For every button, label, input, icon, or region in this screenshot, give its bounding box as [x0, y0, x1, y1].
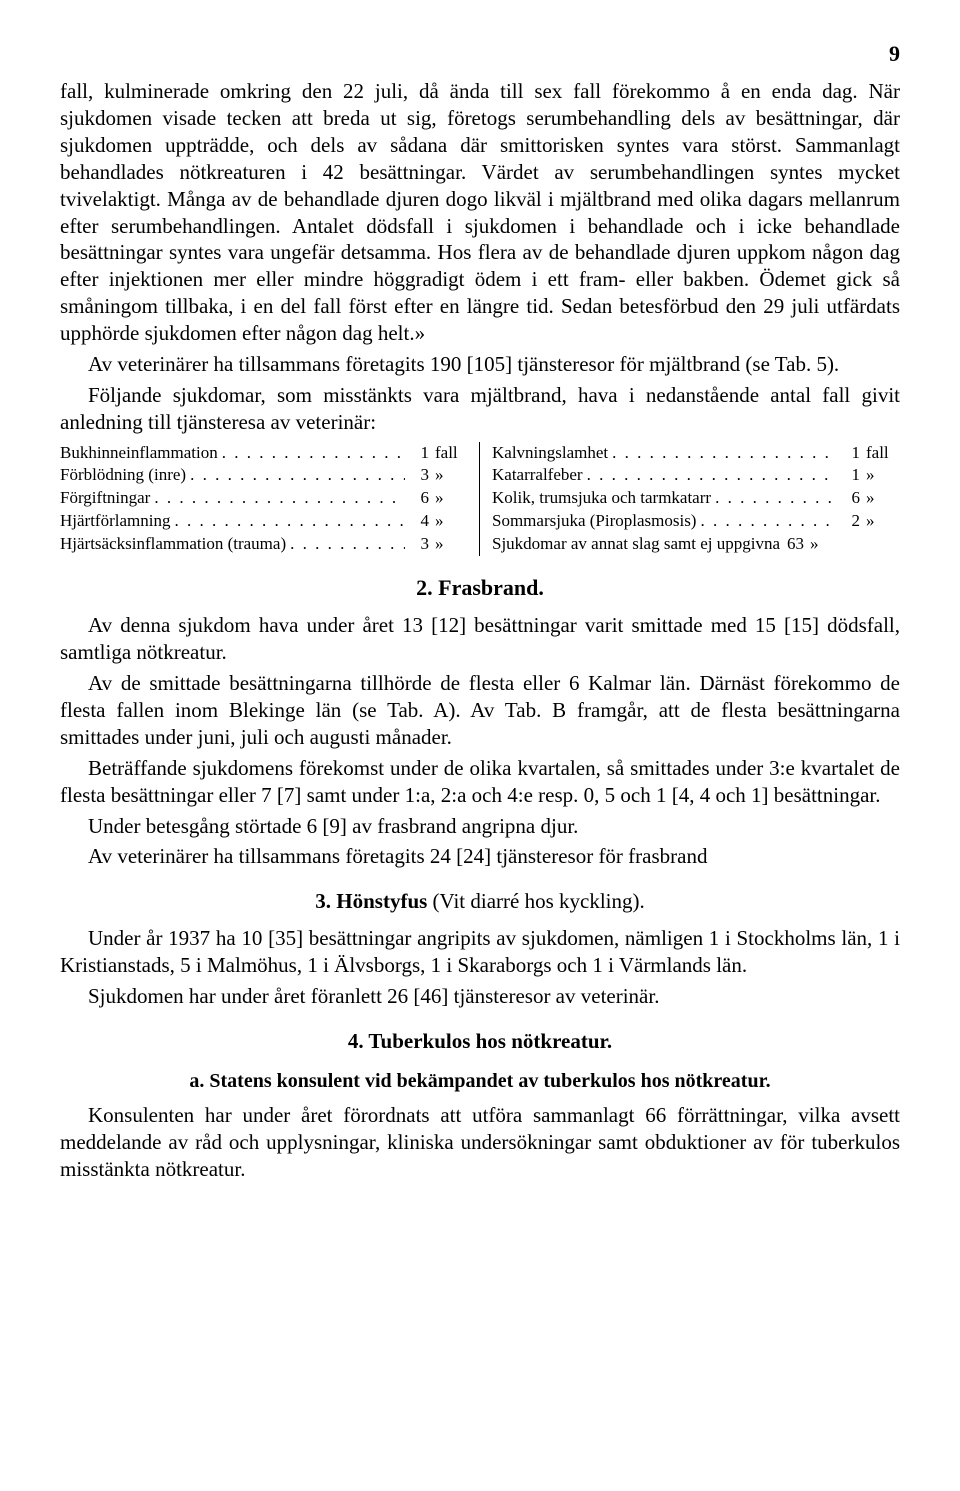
list-label: Bukhinneinflammation: [60, 442, 218, 465]
section-heading-2: 2. Frasbrand.: [60, 574, 900, 602]
section-heading-4: 4. Tuberkulos hos nötkreatur.: [60, 1028, 900, 1055]
document-page: 9 fall, kulminerade omkring den 22 juli,…: [0, 0, 960, 1491]
list-label: Hjärtsäcksinflammation (trauma): [60, 533, 286, 556]
list-unit: »: [429, 533, 469, 556]
list-value: 63: [780, 533, 804, 556]
list-unit: »: [429, 510, 469, 533]
leader-dots: . . . . . . . . . . . . . . . . . . . . …: [218, 442, 405, 465]
list-label: Sommarsjuka (Piroplasmosis): [492, 510, 696, 533]
list-unit: »: [860, 510, 900, 533]
list-item: Sjukdomar av annat slag samt ej uppgivna…: [492, 533, 900, 556]
list-unit: fall: [860, 442, 900, 465]
section-heading-suffix: (Vit diarré hos kyckling).: [427, 889, 644, 913]
list-item: Förblödning (inre) . . . . . . . . . . .…: [60, 464, 469, 487]
list-item: Kolik, trumsjuka och tarmkatarr . . . . …: [492, 487, 900, 510]
list-value: 4: [405, 510, 429, 533]
paragraph: Av de smittade besättningarna tillhörde …: [60, 670, 900, 751]
list-label: Katarralfeber: [492, 464, 583, 487]
leader-dots: . . . . . . . . . . . . . . . . . . . . …: [583, 464, 836, 487]
list-value: 6: [405, 487, 429, 510]
list-unit: »: [804, 533, 844, 556]
list-unit: »: [429, 464, 469, 487]
list-item: Hjärtsäcksinflammation (trauma) . . . . …: [60, 533, 469, 556]
list-label: Sjukdomar av annat slag samt ej uppgivna: [492, 533, 780, 556]
list-unit: »: [429, 487, 469, 510]
list-item: Kalvningslamhet . . . . . . . . . . . . …: [492, 442, 900, 465]
list-value: 1: [405, 442, 429, 465]
list-value: 3: [405, 464, 429, 487]
paragraph: Beträffande sjukdomens förekomst under d…: [60, 755, 900, 809]
paragraph: fall, kulminerade omkring den 22 juli, d…: [60, 78, 900, 347]
leader-dots: . . . . . . . . . . . . . . . . . . . . …: [170, 510, 405, 533]
leader-dots: . . . . . . . . . . . . . . . . . . . . …: [286, 533, 405, 556]
list-unit: »: [860, 464, 900, 487]
paragraph: Sjukdomen har under året föranlett 26 [4…: [60, 983, 900, 1010]
list-unit: fall: [429, 442, 469, 465]
disease-list-right: Kalvningslamhet . . . . . . . . . . . . …: [480, 442, 900, 557]
paragraph: Konsulenten har under året förordnats at…: [60, 1102, 900, 1183]
leader-dots: . . . . . . . . . . . . . . . . . . . . …: [186, 464, 405, 487]
list-value: 3: [405, 533, 429, 556]
list-item: Bukhinneinflammation . . . . . . . . . .…: [60, 442, 469, 465]
list-value: 2: [836, 510, 860, 533]
list-item: Katarralfeber . . . . . . . . . . . . . …: [492, 464, 900, 487]
list-label: Kolik, trumsjuka och tarmkatarr: [492, 487, 711, 510]
leader-dots: . . . . . . . . . . . . . . . . . . . . …: [608, 442, 836, 465]
paragraph: Av veterinärer ha tillsammans företagits…: [60, 351, 900, 378]
paragraph: Följande sjukdomar, som misstänkts vara …: [60, 382, 900, 436]
subsection-heading-a: a. Statens konsulent vid bekämpandet av …: [60, 1069, 900, 1095]
leader-dots: . . . . . . . . . . . . . . . . . . . . …: [696, 510, 836, 533]
section-heading-bold: 3. Hönstyfus: [315, 889, 427, 913]
list-item: Sommarsjuka (Piroplasmosis) . . . . . . …: [492, 510, 900, 533]
leader-dots: . . . . . . . . . . . . . . . . . . . . …: [150, 487, 405, 510]
disease-list: Bukhinneinflammation . . . . . . . . . .…: [60, 442, 900, 557]
paragraph: Av denna sjukdom hava under året 13 [12]…: [60, 612, 900, 666]
section-heading-3: 3. Hönstyfus (Vit diarré hos kyckling).: [60, 888, 900, 915]
list-label: Förblödning (inre): [60, 464, 186, 487]
list-value: 1: [836, 442, 860, 465]
leader-dots: . . . . . . . . . . . . . . . . . . . . …: [711, 487, 836, 510]
page-number: 9: [60, 40, 900, 68]
disease-list-left: Bukhinneinflammation . . . . . . . . . .…: [60, 442, 480, 557]
list-item: Hjärtförlamning . . . . . . . . . . . . …: [60, 510, 469, 533]
list-item: Förgiftningar . . . . . . . . . . . . . …: [60, 487, 469, 510]
list-unit: »: [860, 487, 900, 510]
paragraph: Under år 1937 ha 10 [35] besättningar an…: [60, 925, 900, 979]
paragraph: Av veterinärer ha tillsammans företagits…: [60, 843, 900, 870]
paragraph: Under betesgång störtade 6 [9] av frasbr…: [60, 813, 900, 840]
list-label: Kalvningslamhet: [492, 442, 608, 465]
list-label: Förgiftningar: [60, 487, 150, 510]
list-label: Hjärtförlamning: [60, 510, 170, 533]
list-value: 6: [836, 487, 860, 510]
list-value: 1: [836, 464, 860, 487]
